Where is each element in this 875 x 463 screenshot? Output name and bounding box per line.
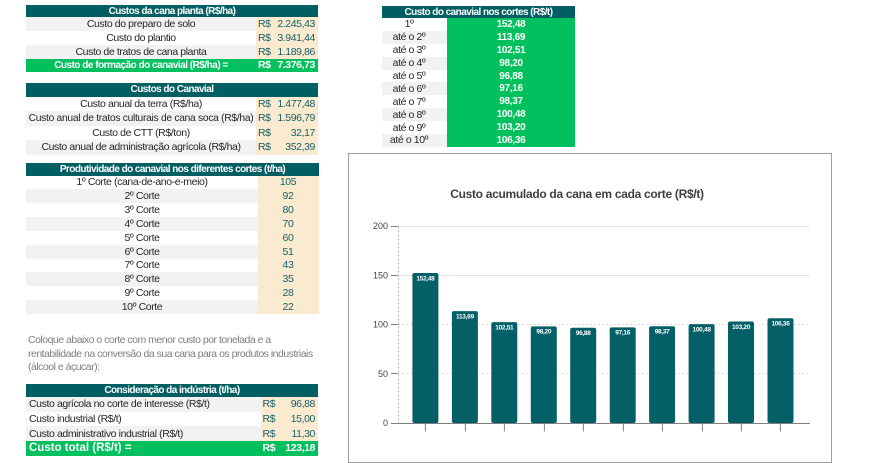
svg-text:152,48: 152,48 <box>416 275 435 282</box>
svg-text:0: 0 <box>383 418 388 428</box>
svg-text:100,48: 100,48 <box>693 326 712 333</box>
svg-text:97,16: 97,16 <box>615 330 630 337</box>
svg-text:50: 50 <box>378 369 388 379</box>
svg-text:200: 200 <box>373 221 388 231</box>
svg-text:150: 150 <box>373 270 388 280</box>
svg-text:113,69: 113,69 <box>456 313 474 320</box>
svg-text:102,51: 102,51 <box>495 324 514 331</box>
svg-text:100: 100 <box>373 320 388 330</box>
svg-text:96,88: 96,88 <box>576 330 591 337</box>
svg-text:106,36: 106,36 <box>771 321 790 328</box>
svg-text:98,20: 98,20 <box>536 329 551 336</box>
svg-text:98,37: 98,37 <box>655 329 670 336</box>
svg-text:103,20: 103,20 <box>732 324 751 331</box>
